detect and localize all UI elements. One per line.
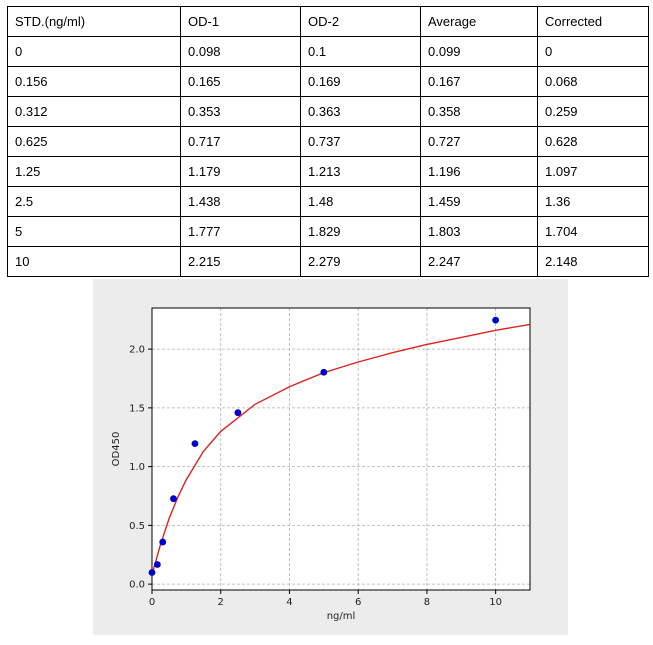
x-tick-label: 4 (286, 597, 292, 608)
x-tick-label: 0 (149, 597, 155, 608)
plot-frame (151, 307, 531, 591)
table-cell: 0.165 (180, 66, 301, 97)
standard-curve-table: STD.(ng/ml) OD-1 OD-2 Average Corrected 0 0.09… (7, 6, 649, 277)
y-tick-label: 1.0 (129, 462, 145, 473)
data-point (492, 316, 500, 324)
table-cell: 2.279 (300, 246, 421, 277)
column-header: STD.(ng/ml) (7, 6, 181, 37)
table-cell: 2.215 (180, 246, 301, 277)
y-tick-label: 0.5 (129, 521, 145, 532)
data-point (170, 495, 177, 503)
table-cell: 0.312 (7, 96, 181, 127)
chart-svg: 0 2 4 6 8 10 0.0 0.5 1.0 1.5 2.0 ng/ml OD450 (111, 307, 531, 622)
table-cell: 0.259 (537, 96, 649, 127)
column-header: Corrected (537, 6, 649, 37)
table-cell: 1.438 (180, 186, 301, 217)
x-tick-label: 2 (218, 597, 224, 608)
table-cell: 0.628 (537, 126, 649, 157)
data-point (191, 440, 199, 447)
table-cell: 0.156 (7, 66, 181, 97)
table-row: 10 2.215 2.279 2.247 2.148 (7, 246, 649, 277)
column-header: Average (420, 6, 538, 37)
table-cell: 1.36 (537, 186, 649, 217)
x-tick-label: 6 (355, 597, 361, 608)
column-header: OD-1 (180, 6, 301, 37)
table-row: 0.156 0.165 0.169 0.167 0.068 (7, 66, 649, 97)
table-cell: 1.196 (420, 156, 538, 187)
table-cell: 0.099 (420, 36, 538, 67)
table-row: 0.312 0.353 0.363 0.358 0.259 (7, 96, 649, 127)
table-cell: 0.717 (180, 126, 301, 157)
table-cell: 1.704 (537, 216, 649, 247)
table-cell: 1.25 (7, 156, 181, 187)
table-cell: 0.353 (180, 96, 301, 127)
table-cell: 0 (7, 36, 181, 67)
table-cell: 2.148 (537, 246, 649, 277)
x-tick-label: 8 (424, 597, 430, 608)
data-point (153, 561, 161, 568)
table-cell: 0.169 (300, 66, 421, 97)
table-row: 2.5 1.438 1.48 1.459 1.36 (7, 186, 649, 217)
table-cell: 0.1 (300, 36, 421, 67)
table-cell: 1.097 (537, 156, 649, 187)
table-header-row: STD.(ng/ml) OD-1 OD-2 Average Corrected (7, 6, 649, 37)
plot-area (152, 308, 530, 590)
data-point (148, 569, 156, 576)
table-cell: 0.737 (300, 126, 421, 157)
y-tick-label: 1.5 (129, 403, 145, 414)
table-cell: 0.358 (420, 96, 538, 127)
y-axis-label: OD450 (111, 432, 122, 467)
x-tick-label: 10 (489, 597, 502, 608)
table-cell: 2.5 (7, 186, 181, 217)
standard-curve-chart: 0 2 4 6 8 10 0.0 0.5 1.0 1.5 2.0 ng/ml OD450 (93, 279, 568, 635)
data-point (234, 409, 242, 417)
table-cell: 10 (7, 246, 181, 277)
table-row: 5 1.777 1.829 1.803 1.704 (7, 216, 649, 247)
table-cell: 1.777 (180, 216, 301, 247)
table-row: 0 0.098 0.1 0.099 0 (7, 36, 649, 67)
column-header: OD-2 (300, 6, 421, 37)
table-cell: 1.803 (420, 216, 538, 247)
table-cell: 0.098 (180, 36, 301, 67)
y-tick-label: 0.0 (129, 580, 145, 591)
table-row: 1.25 1.179 1.213 1.196 1.097 (7, 156, 649, 187)
table-cell: 2.247 (420, 246, 538, 277)
table-cell: 1.48 (300, 186, 421, 217)
table-cell: 0.625 (7, 126, 181, 157)
data-point (320, 368, 328, 376)
table-cell: 0.727 (420, 126, 538, 157)
table-cell: 1.829 (300, 216, 421, 247)
y-tick-label: 2.0 (129, 345, 145, 356)
data-point (159, 538, 167, 546)
fitted-curve (151, 323, 531, 575)
table-cell: 1.213 (300, 156, 421, 187)
table-cell: 5 (7, 216, 181, 247)
table-cell: 1.459 (420, 186, 538, 217)
table-cell: 0 (537, 36, 649, 67)
table-cell: 1.179 (180, 156, 301, 187)
table-row: 0.625 0.717 0.737 0.727 0.628 (7, 126, 649, 157)
table-cell: 0.167 (420, 66, 538, 97)
table-cell: 0.068 (537, 66, 649, 97)
table-cell: 0.363 (300, 96, 421, 127)
x-axis-label: ng/ml (327, 611, 356, 622)
